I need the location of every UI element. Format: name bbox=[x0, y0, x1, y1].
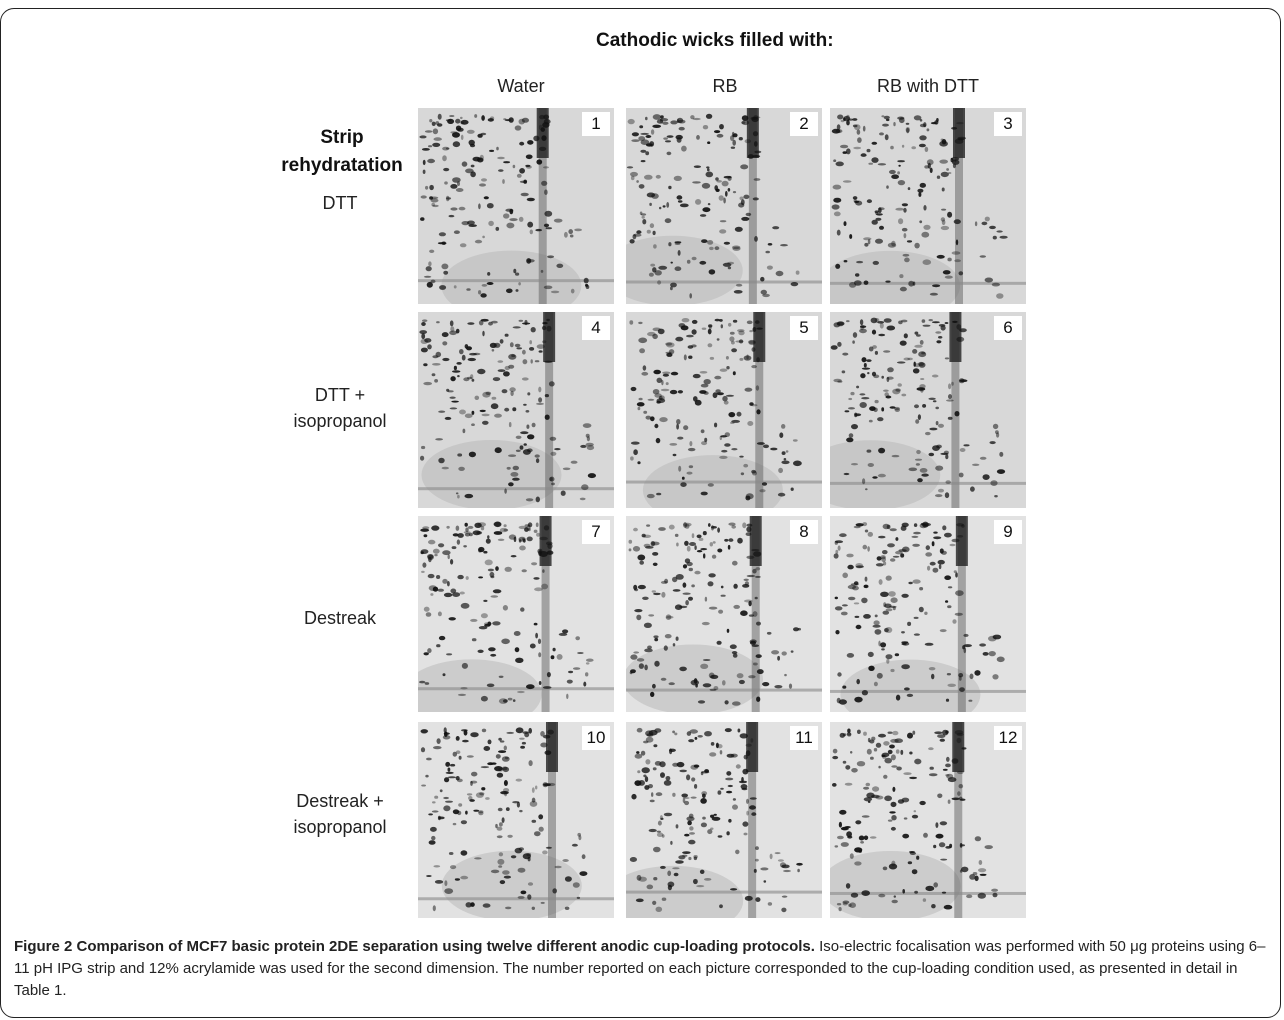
gel-image-2: 2 bbox=[626, 108, 822, 304]
gel-photo bbox=[830, 312, 1026, 508]
gel-number-label: 3 bbox=[994, 112, 1022, 136]
gel-image-11: 11 bbox=[626, 722, 822, 918]
gel-photo bbox=[626, 722, 822, 918]
gel-photo bbox=[418, 722, 614, 918]
row-label-line: Destreak bbox=[303, 608, 377, 628]
gel-photo bbox=[418, 312, 614, 508]
gel-number-label: 11 bbox=[790, 726, 818, 750]
gel-image-8: 8 bbox=[626, 516, 822, 712]
row-label-line: DTT bbox=[322, 193, 358, 213]
gel-photo bbox=[626, 108, 822, 304]
gel-photo bbox=[830, 516, 1026, 712]
row-label-line: DTT + bbox=[314, 385, 366, 405]
gel-number-label: 2 bbox=[790, 112, 818, 136]
row-label-destreak-isopropanol: Destreak + isopropanol bbox=[270, 788, 410, 840]
gel-number-label: 7 bbox=[582, 520, 610, 544]
gel-image-5: 5 bbox=[626, 312, 822, 508]
caption-title: Figure 2 Comparison of MCF7 basic protei… bbox=[14, 938, 815, 955]
row-group-title: Strip rehydratation bbox=[272, 124, 412, 180]
row-label-dtt-isopropanol: DTT + isopropanol bbox=[270, 382, 410, 434]
gel-image-10: 10 bbox=[418, 722, 614, 918]
gel-photo bbox=[830, 722, 1026, 918]
gel-image-4: 4 bbox=[418, 312, 614, 508]
row-group-title-line1: Strip bbox=[320, 127, 364, 148]
row-label-line: isopropanol bbox=[293, 411, 387, 431]
gel-number-label: 4 bbox=[582, 316, 610, 340]
column-header-rb-with-dtt: RB with DTT bbox=[876, 76, 979, 96]
row-label-line: Destreak + bbox=[296, 791, 384, 811]
gel-photo bbox=[626, 312, 822, 508]
column-header-rb: RB bbox=[712, 76, 738, 96]
gel-image-12: 12 bbox=[830, 722, 1026, 918]
gel-number-label: 6 bbox=[994, 316, 1022, 340]
gel-photo bbox=[830, 108, 1026, 304]
column-header-water: Water bbox=[497, 76, 545, 96]
row-group-title-line2: rehydratation bbox=[281, 155, 403, 176]
gel-image-7: 7 bbox=[418, 516, 614, 712]
row-label-line: isopropanol bbox=[293, 817, 387, 837]
gel-number-label: 10 bbox=[582, 726, 610, 750]
gel-photo bbox=[418, 516, 614, 712]
gel-number-label: 9 bbox=[994, 520, 1022, 544]
gel-image-6: 6 bbox=[830, 312, 1026, 508]
row-label-dtt: DTT bbox=[270, 190, 410, 216]
gel-number-label: 1 bbox=[582, 112, 610, 136]
gel-photo bbox=[418, 108, 614, 304]
row-label-destreak: Destreak bbox=[270, 605, 410, 631]
gel-photo bbox=[626, 516, 822, 712]
figure-caption: Figure 2 Comparison of MCF7 basic protei… bbox=[14, 936, 1274, 1002]
gel-image-1: 1 bbox=[418, 108, 614, 304]
gel-image-9: 9 bbox=[830, 516, 1026, 712]
caption-body: Iso-electric focalisation was performed … bbox=[14, 938, 1266, 999]
gel-image-3: 3 bbox=[830, 108, 1026, 304]
figure-frame bbox=[0, 8, 1281, 1018]
column-group-title: Cathodic wicks filled with: bbox=[596, 30, 834, 51]
gel-number-label: 12 bbox=[994, 726, 1022, 750]
gel-number-label: 8 bbox=[790, 520, 818, 544]
gel-number-label: 5 bbox=[790, 316, 818, 340]
